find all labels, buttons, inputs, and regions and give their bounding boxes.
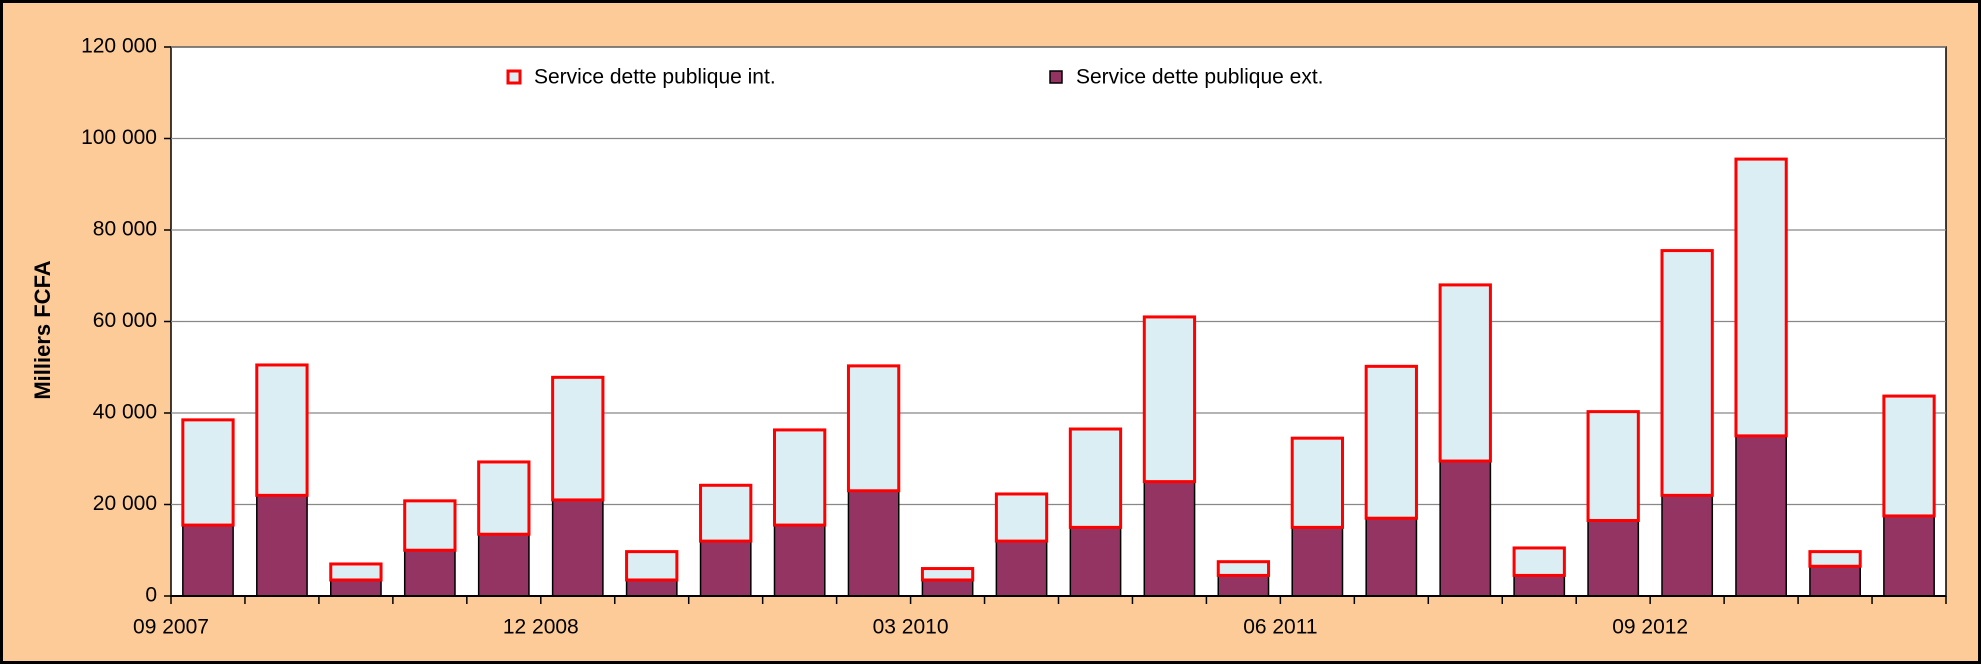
bar-segment: [995, 540, 1048, 597]
bar-segment: [551, 499, 604, 597]
bar-segment: [1068, 427, 1123, 529]
bar-segment: [181, 418, 235, 527]
y-tick-label: 0: [145, 584, 157, 607]
bar-segment: [1809, 565, 1861, 597]
bar-segment: [403, 499, 457, 552]
bar-segment: [255, 363, 309, 497]
legend-label: Service dette publique ext.: [1076, 66, 1324, 89]
y-tick-label: 80 000: [93, 218, 157, 241]
legend-swatch: [506, 69, 522, 85]
bar-segment: [1291, 526, 1344, 597]
bar-segment: [1661, 494, 1714, 597]
y-tick-label: 120 000: [81, 35, 157, 58]
bar-segment: [699, 540, 752, 597]
bar-segment: [256, 494, 308, 597]
bar-segment: [847, 490, 900, 597]
x-tick-label: 06 2011: [1243, 616, 1317, 639]
y-tick-label: 100 000: [81, 126, 157, 149]
bar-segment: [1660, 249, 1714, 497]
bar-segment: [1438, 283, 1492, 463]
bar-segment: [1883, 515, 1935, 597]
y-axis-title: Milliers FCFA: [30, 260, 55, 399]
bar-segment: [1587, 519, 1640, 597]
bar-segment: [1513, 574, 1566, 597]
bar-segment: [920, 567, 975, 582]
bar-segment: [329, 562, 383, 582]
bar-segment: [1364, 364, 1418, 520]
y-tick-label: 40 000: [93, 401, 157, 424]
bar-segment: [330, 579, 382, 597]
bar-segment: [1734, 157, 1788, 438]
bar-segment: [182, 524, 234, 597]
x-tick-label: 03 2010: [873, 616, 949, 639]
bar-segment: [625, 579, 678, 597]
bar-segment: [1142, 315, 1197, 484]
bar-segment: [1512, 546, 1566, 577]
bar-segment: [773, 524, 826, 597]
bar-segment: [1586, 410, 1640, 523]
bar-segment: [846, 364, 901, 493]
bar-segment: [1143, 480, 1196, 597]
bar-segment: [1735, 435, 1788, 597]
bar-segment: [625, 550, 679, 582]
y-tick-label: 20 000: [93, 492, 157, 515]
bar-segment: [477, 533, 530, 597]
bar-segment: [699, 483, 753, 543]
bar-segment: [1290, 436, 1345, 529]
bar-segment: [994, 492, 1049, 543]
legend-label: Service dette publique int.: [534, 66, 776, 89]
bar-segment: [1365, 517, 1418, 597]
bar-segment: [403, 549, 456, 597]
bar-segment: [551, 375, 605, 502]
bar-segment: [1808, 550, 1862, 568]
bar-segment: [773, 428, 827, 527]
bar-segment: [477, 460, 531, 536]
bar-segment: [1216, 560, 1271, 577]
legend-swatch: [1049, 70, 1063, 84]
x-tick-label: 09 2012: [1612, 616, 1688, 639]
bar-segment: [921, 579, 974, 597]
x-tick-label: 09 2007: [133, 616, 209, 639]
x-tick-label: 12 2008: [503, 616, 579, 639]
y-tick-label: 60 000: [93, 309, 157, 332]
bar-segment: [1882, 394, 1936, 518]
bar-segment: [1217, 574, 1270, 597]
bar-segment: [1439, 460, 1492, 597]
bar-segment: [1069, 526, 1122, 597]
